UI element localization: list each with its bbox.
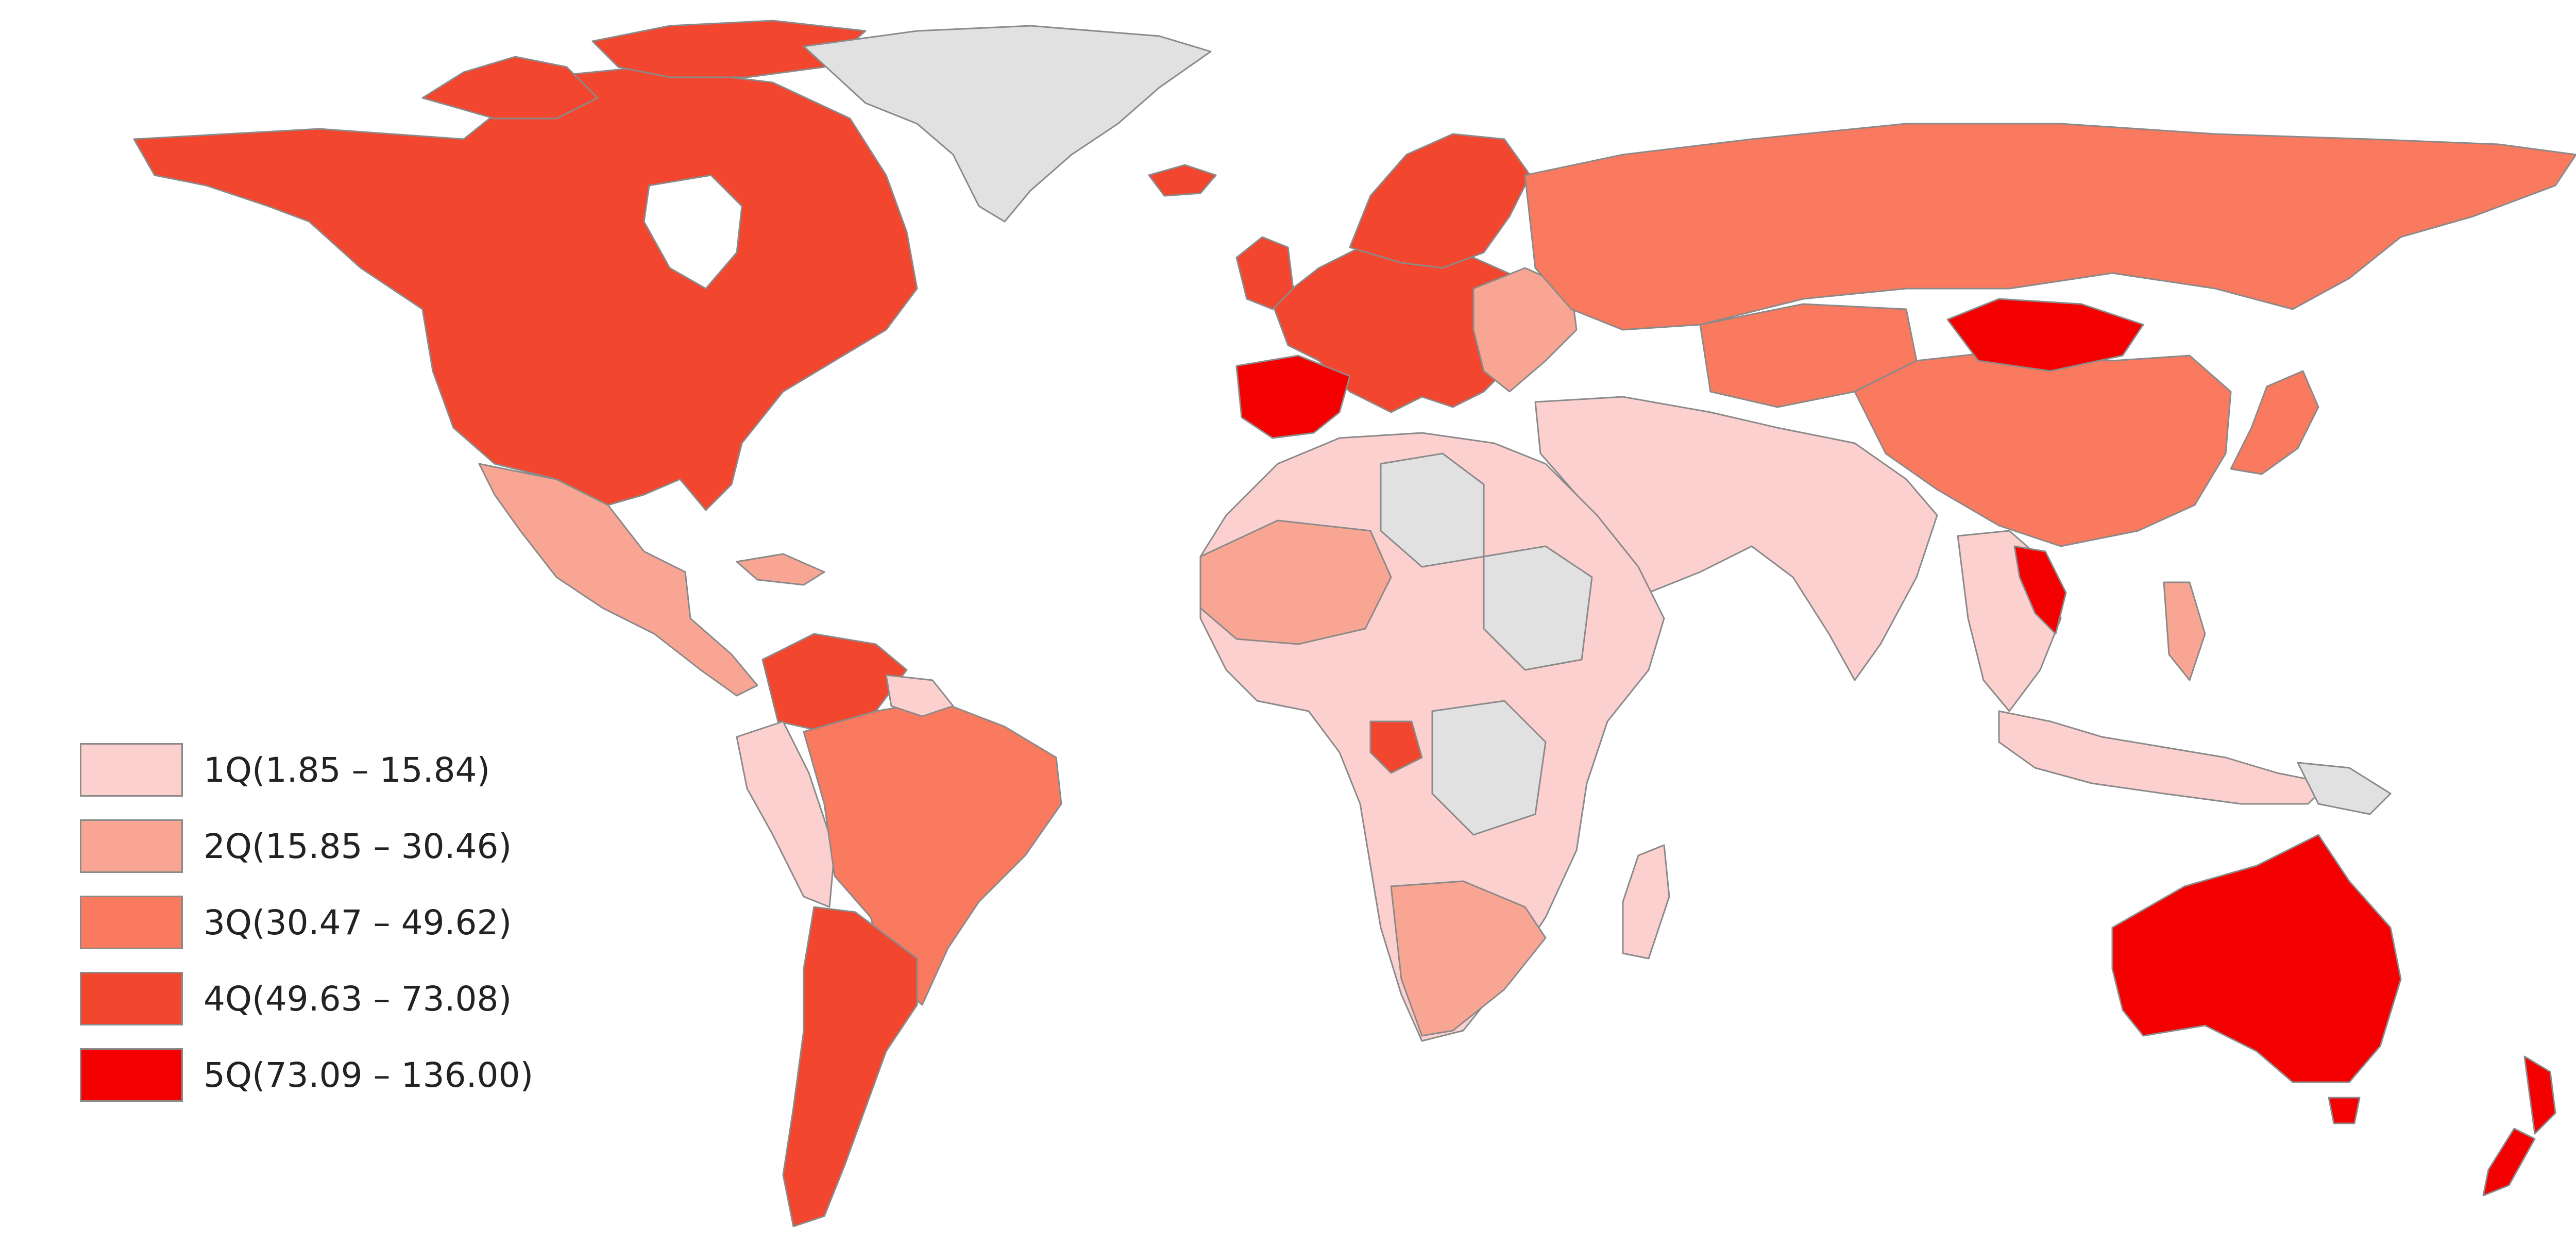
region-north-america [133,66,918,511]
region-new-zealand [2523,1055,2556,1135]
legend-swatch-q2 [80,819,183,873]
region-mexico-central-america [478,463,758,697]
legend-swatch-q4 [80,972,183,1025]
region-central-africa [1431,700,1547,836]
region-papua-new-guinea [2297,762,2392,815]
region-sudan [1483,545,1593,671]
region-guianas [885,674,954,717]
region-scandinavia [1349,133,1531,269]
region-indonesia [1998,710,2330,805]
legend-item-q2: 2Q(15.85 – 30.46) [80,808,533,884]
legend-swatch-q3 [80,896,183,949]
region-british-isles [1235,236,1294,310]
region-greenland [803,25,1212,223]
legend-label-q5: 5Q(73.09 – 136.00) [204,1055,534,1095]
region-iceland [1148,164,1217,197]
region-arctic-islands [421,56,599,120]
region-arctic-islands-north [591,20,867,78]
region-andean-west [736,720,836,908]
legend-swatch-q1 [80,743,183,797]
region-brazil [803,700,1062,1006]
region-laos [2013,545,2067,635]
region-west-africa [1199,519,1392,645]
region-australia [2111,834,2402,1083]
region-russia [1524,123,2576,331]
legend-item-q5: 5Q(73.09 – 136.00) [80,1037,533,1113]
legend-label-q3: 3Q(30.47 – 49.62) [204,902,512,943]
region-new-zealand-south [2482,1128,2536,1197]
region-iberia [1235,355,1351,439]
region-southern-cone [782,906,918,1227]
legend-item-q1: 1Q(1.85 – 15.84) [80,732,533,808]
region-japan [2230,370,2319,475]
legend-swatch-q5 [80,1048,183,1102]
region-congo [1369,720,1423,774]
legend-item-q3: 3Q(30.47 – 49.62) [80,884,533,961]
region-tasmania [2328,1097,2361,1124]
region-southern-africa [1390,880,1547,1037]
legend-label-q4: 4Q(49.63 – 73.08) [204,979,512,1019]
legend-item-q4: 4Q(49.63 – 73.08) [80,961,533,1037]
hudson-bay [643,174,743,290]
region-madagascar [1622,844,1670,960]
region-mongolia [1946,298,2144,372]
legend-label-q2: 2Q(15.85 – 30.46) [204,826,512,866]
region-caribbean [736,553,825,586]
legend-label-q1: 1Q(1.85 – 15.84) [204,750,490,790]
region-philippines [2163,581,2206,681]
legend: 1Q(1.85 – 15.84) 2Q(15.85 – 30.46) 3Q(30… [80,732,533,1113]
